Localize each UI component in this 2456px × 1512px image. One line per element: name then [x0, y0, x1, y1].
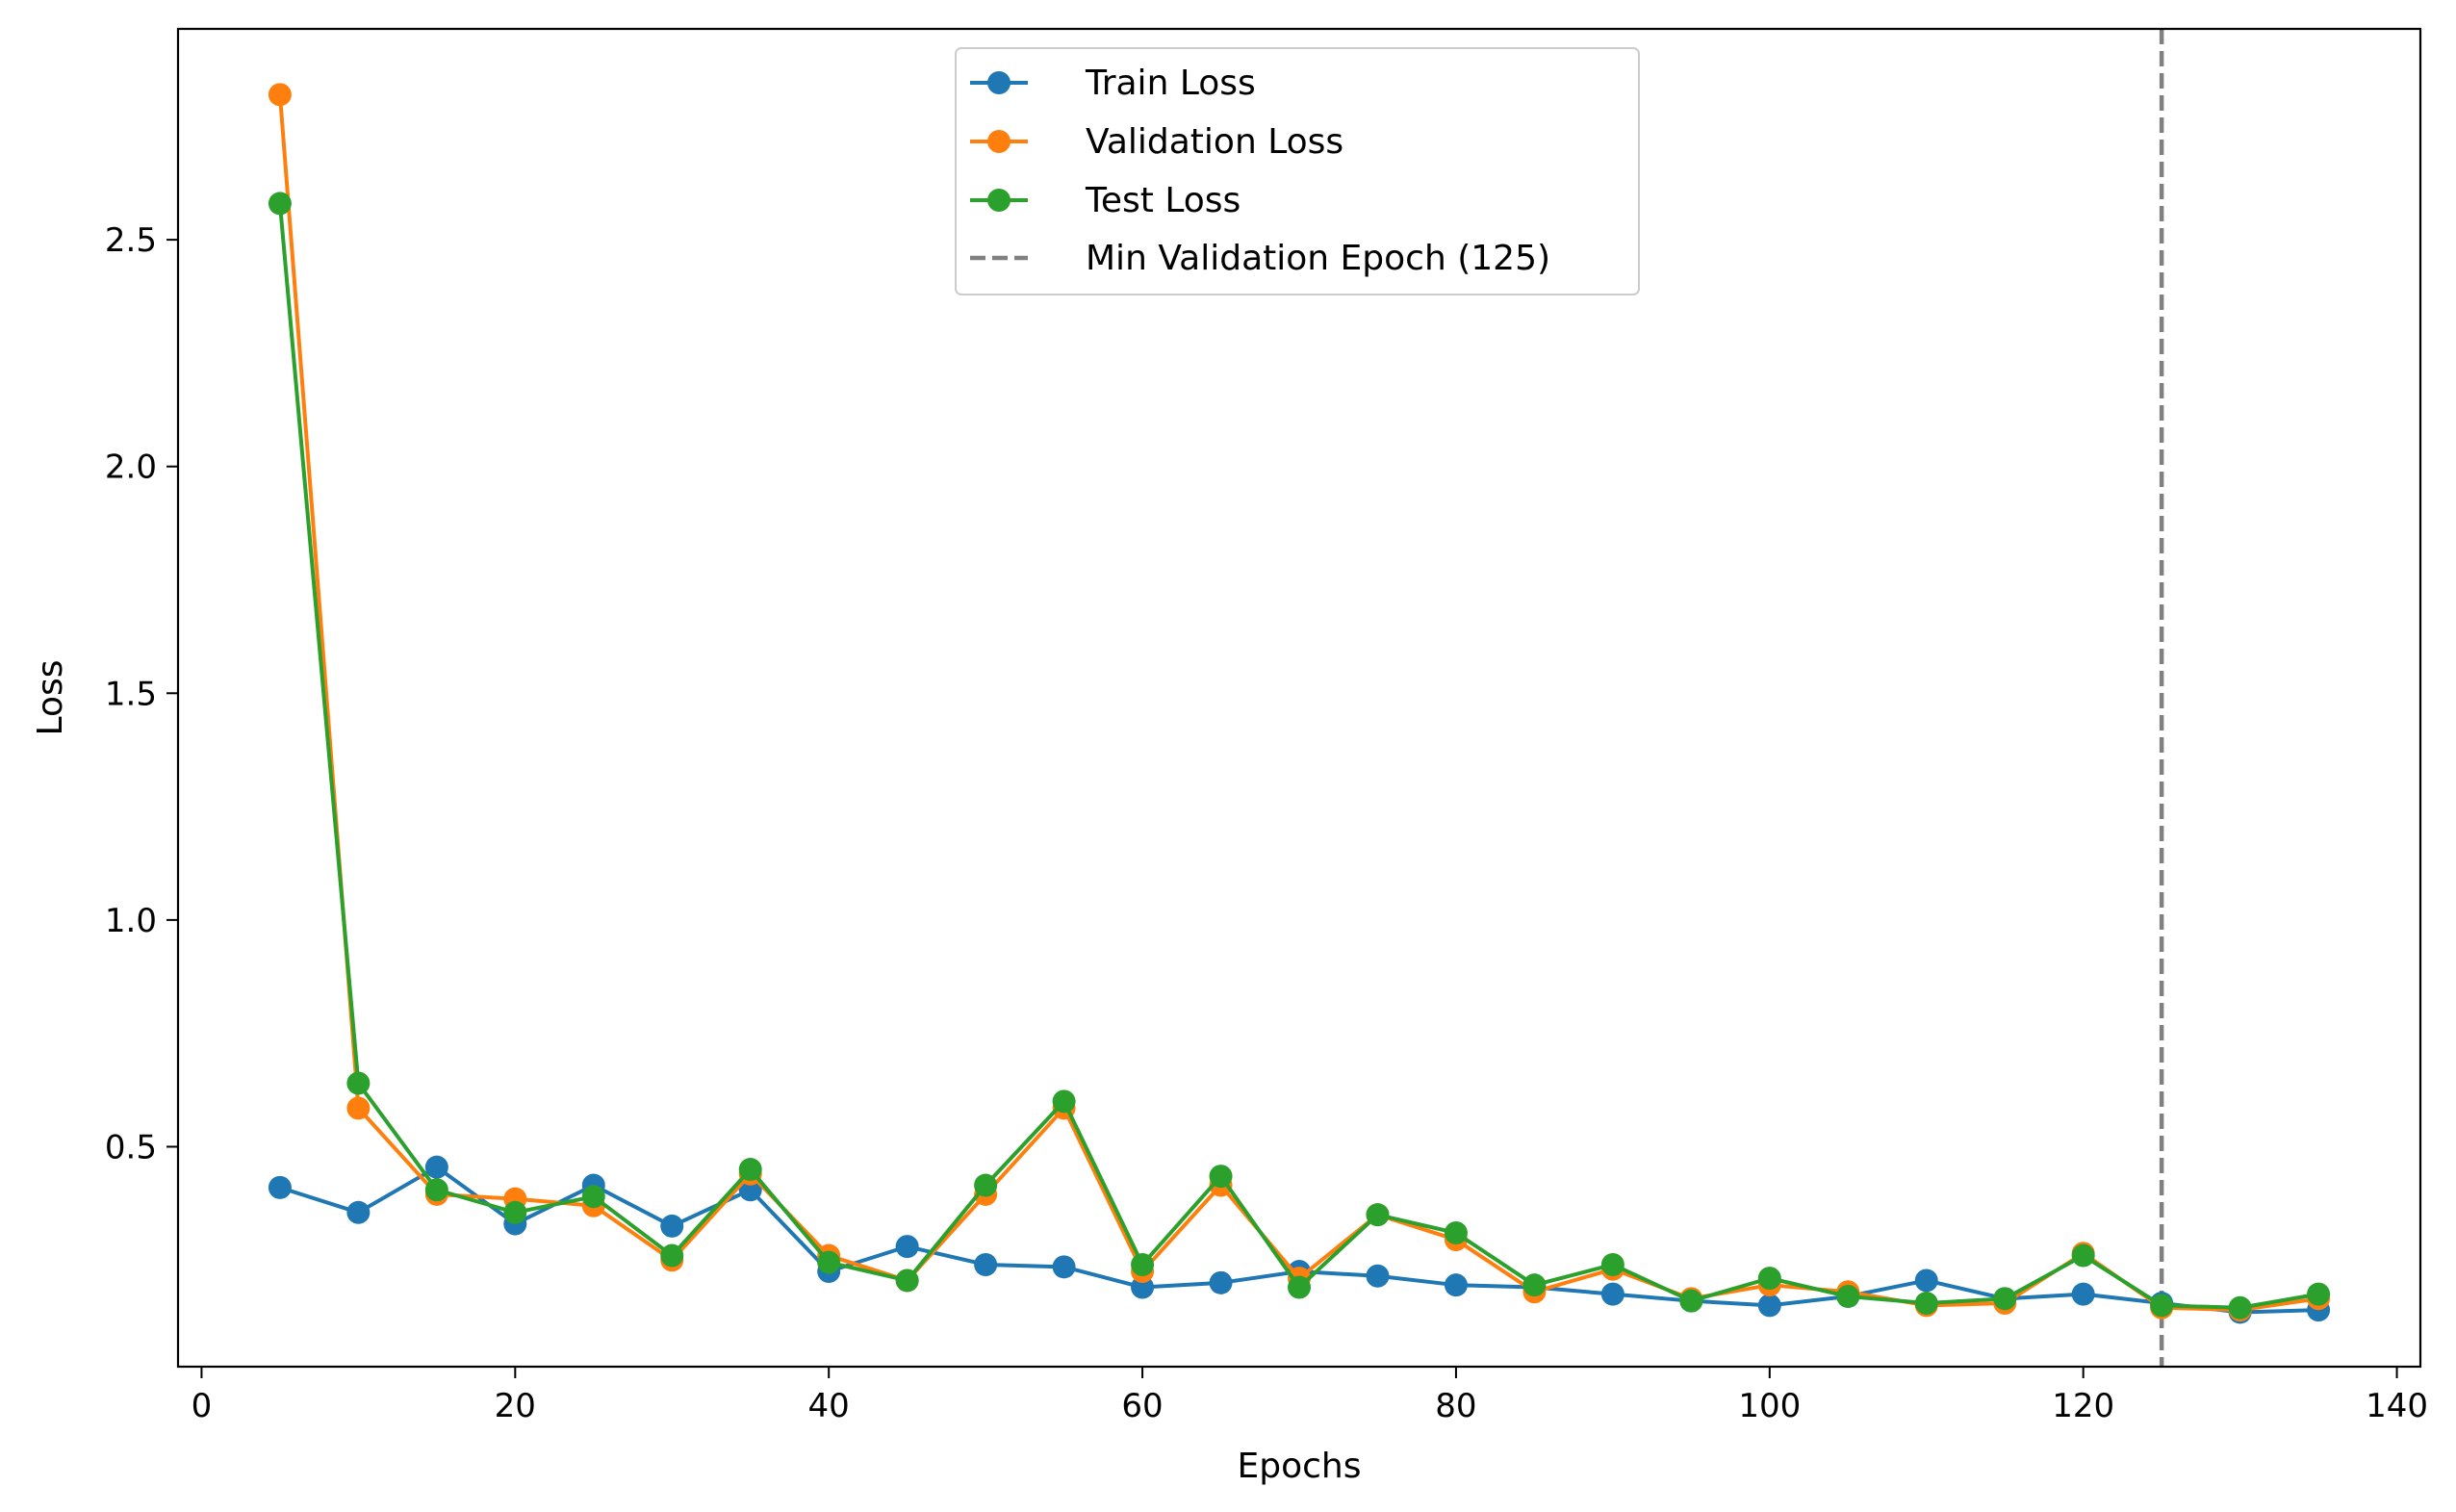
series-test-loss	[268, 192, 2331, 1320]
data-point	[2307, 1282, 2331, 1306]
data-point	[1131, 1275, 1155, 1299]
data-point	[503, 1200, 527, 1224]
legend-label: Min Validation Epoch (125)	[1086, 239, 1550, 278]
data-point	[1366, 1203, 1390, 1227]
data-point	[346, 1096, 371, 1120]
data-point	[1679, 1289, 1703, 1313]
data-point	[268, 83, 292, 107]
y-tick-label: 2.5	[105, 221, 157, 260]
data-point	[1209, 1165, 1233, 1189]
x-tick-label: 100	[1738, 1387, 1801, 1425]
data-point	[346, 1200, 371, 1224]
data-point	[1052, 1255, 1076, 1279]
axes-layer: 0 20 40 60 80 100 120 140 0.5 1.0 1.5 2.0 2.5	[105, 221, 2428, 1425]
data-point	[2228, 1295, 2252, 1320]
data-point	[817, 1250, 841, 1274]
data-point	[2150, 1294, 2174, 1318]
data-point	[268, 192, 292, 216]
x-tick-label: 120	[2052, 1387, 2114, 1425]
data-point	[1757, 1267, 1781, 1291]
data-point	[895, 1235, 919, 1259]
data-point	[660, 1243, 684, 1268]
data-point	[1366, 1264, 1390, 1288]
legend-label: Validation Loss	[1086, 122, 1343, 162]
data-point	[2071, 1243, 2095, 1268]
legend: Train Loss Validation Loss Test Loss Min Va…	[955, 47, 1640, 295]
data-point	[1288, 1275, 1311, 1299]
data-point	[1914, 1269, 1938, 1293]
data-point	[974, 1252, 998, 1276]
plot-layer	[268, 29, 2331, 1367]
data-point	[1131, 1252, 1155, 1276]
data-point	[1600, 1252, 1625, 1276]
data-point	[424, 1178, 448, 1202]
x-tick-label: 20	[495, 1387, 536, 1425]
x-axis-title: Epochs	[1238, 1447, 1362, 1486]
data-point	[424, 1155, 448, 1179]
y-tick-label: 1.5	[105, 675, 157, 713]
legend-swatch-marker	[987, 71, 1011, 94]
legend-box	[955, 47, 1640, 295]
data-point	[974, 1173, 998, 1197]
data-point	[1836, 1284, 1860, 1308]
data-point	[895, 1269, 919, 1293]
data-point	[2071, 1282, 2095, 1306]
y-tick-label: 2.0	[105, 448, 157, 487]
x-tick-label: 140	[2366, 1387, 2428, 1425]
y-tick-label: 0.5	[105, 1128, 157, 1166]
legend-label: Test Loss	[1085, 181, 1241, 220]
x-tick-label: 80	[1435, 1387, 1476, 1425]
x-tick-label: 0	[192, 1387, 213, 1425]
data-point	[1444, 1221, 1468, 1244]
x-tick-label: 60	[1121, 1387, 1163, 1425]
data-point	[660, 1214, 684, 1238]
data-point	[1052, 1089, 1076, 1114]
data-point	[1757, 1294, 1781, 1318]
series-line	[277, 203, 2319, 1310]
data-point	[1522, 1273, 1547, 1297]
data-point	[581, 1185, 605, 1209]
x-tick-label: 40	[808, 1387, 850, 1425]
data-point	[738, 1158, 762, 1182]
data-point	[268, 1175, 292, 1199]
y-axis-title: Loss	[31, 660, 70, 736]
data-point	[1914, 1292, 1938, 1316]
data-point	[1444, 1273, 1468, 1297]
data-point	[1993, 1287, 2017, 1311]
data-point	[346, 1071, 371, 1095]
data-point	[1600, 1282, 1625, 1306]
legend-swatch-marker	[987, 189, 1011, 212]
plot-frame	[176, 27, 2422, 1369]
data-point	[738, 1178, 762, 1202]
data-point	[1209, 1270, 1233, 1294]
legend-label: Train Loss	[1085, 64, 1256, 103]
y-tick-label: 1.0	[105, 902, 157, 940]
legend-swatch-marker	[987, 130, 1011, 153]
